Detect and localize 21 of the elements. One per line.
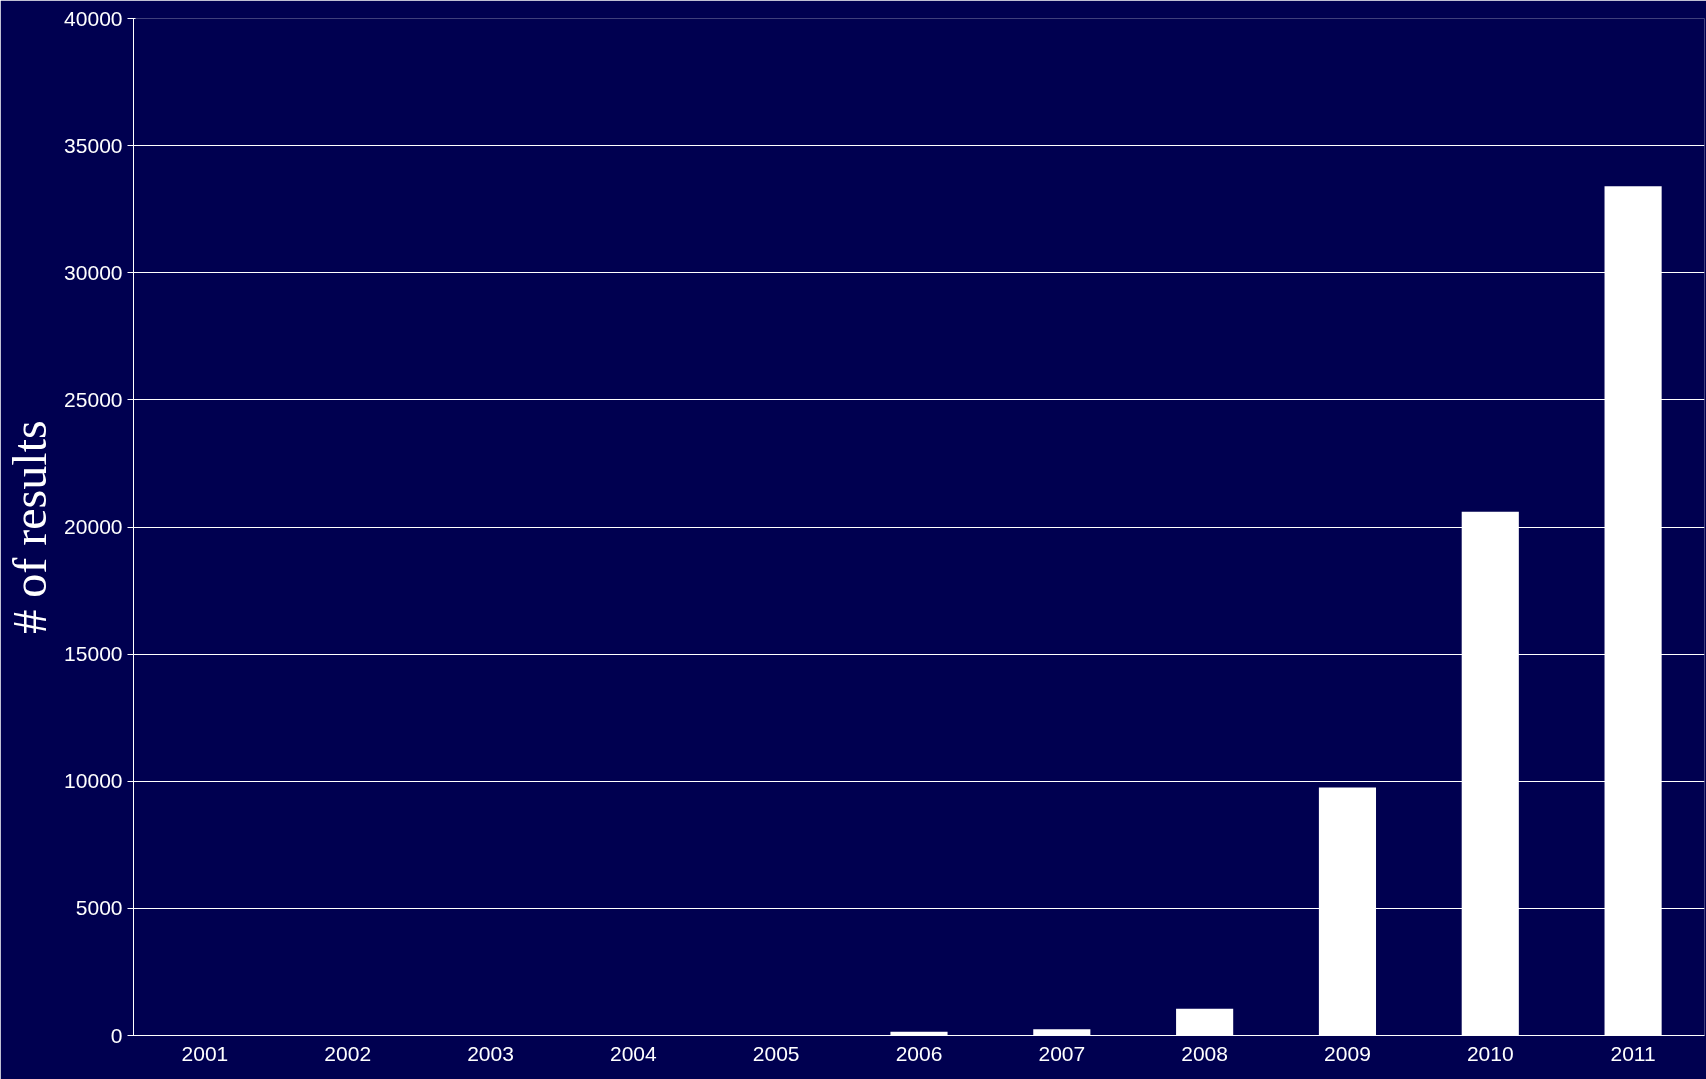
y-tick-label: 20000: [64, 515, 123, 538]
y-tick-label: 30000: [64, 260, 123, 284]
x-tick-label: 2011: [1610, 1041, 1656, 1065]
y-tick-label: 25000: [64, 387, 123, 411]
x-tick-label: 2002: [324, 1041, 372, 1065]
x-tick-label: 2005: [752, 1041, 800, 1065]
y-tick-label: 10000: [64, 769, 123, 793]
x-tick-label: 2007: [1038, 1041, 1086, 1065]
x-tick-label: 2009: [1324, 1041, 1371, 1065]
y-tick-label: 5000: [75, 896, 123, 920]
y-tick-label: 40000: [64, 6, 123, 30]
x-tick-label: 2001: [181, 1041, 229, 1065]
x-tick-label: 2010: [1466, 1041, 1514, 1065]
x-tick-label: 2008: [1181, 1041, 1228, 1065]
x-tick-label: 2003: [467, 1041, 514, 1065]
x-tick-label: 2006: [895, 1041, 943, 1065]
y-tick-label: 35000: [64, 133, 123, 157]
y-tick-label: 0: [110, 1023, 123, 1047]
x-tick-label: 2004: [610, 1041, 658, 1065]
y-tick-label: 15000: [64, 642, 123, 666]
y-axis-title: # of results: [3, 420, 57, 634]
